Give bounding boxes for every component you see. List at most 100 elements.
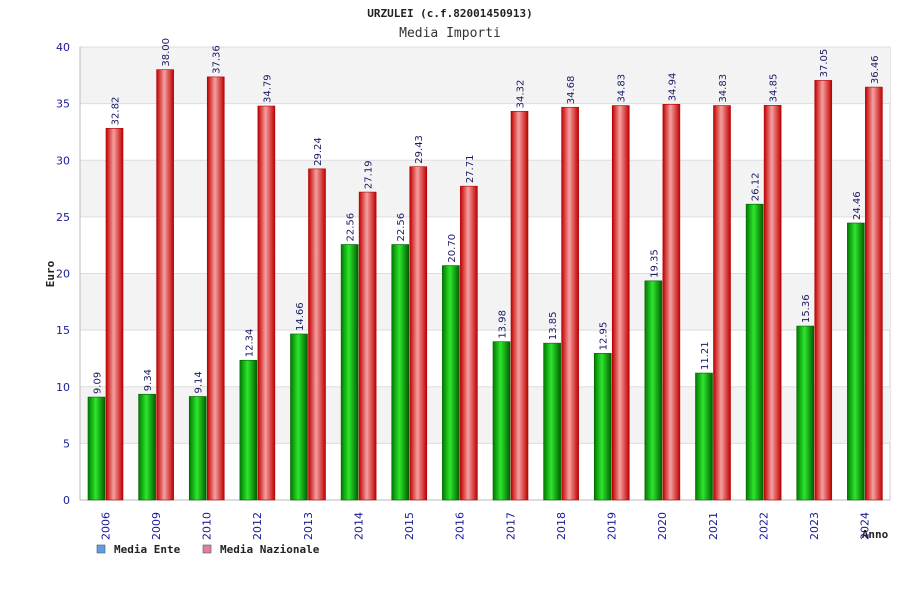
y-tick-label: 25	[56, 211, 70, 224]
y-axis-label: Euro	[44, 260, 57, 287]
data-label-media-ente-2010: 9.14	[194, 371, 205, 393]
bar-media-nazionale-2018	[561, 106, 579, 501]
x-tick-label-2019: 2019	[606, 512, 619, 540]
bar-media-nazionale-2023	[814, 80, 833, 501]
data-labels: 9.09 32.82 9.34 38.00 9.14 37.36 12.34 34.79 14.…	[93, 38, 881, 394]
bar-media-ente-2013	[290, 333, 308, 501]
data-label-media-ente-2013: 14.66	[295, 302, 306, 331]
bar-media-nazionale-2014	[358, 191, 377, 501]
data-label-media-nazionale-2009: 38.00	[161, 38, 172, 67]
bar-media-ente-2016	[442, 265, 460, 501]
bar-media-ente-2019	[593, 353, 612, 501]
data-label-media-nazionale-2022: 34.85	[769, 74, 780, 103]
x-tick-label-2021: 2021	[707, 512, 720, 540]
data-label-media-ente-2019: 12.95	[599, 322, 610, 351]
data-label-media-nazionale-2014: 27.19	[364, 160, 375, 189]
x-tick-label-2010: 2010	[201, 512, 214, 540]
bar-media-nazionale-2024	[865, 86, 883, 501]
x-axis-ticks: 2006 2009 2010 2012 2013 2014 2015 2016 2017 2018…	[99, 512, 871, 540]
bar-media-nazionale-2009	[156, 69, 174, 501]
x-tick-label-2012: 2012	[251, 512, 264, 540]
bar-media-nazionale-2013	[308, 168, 326, 501]
bar-media-nazionale-2022	[763, 105, 782, 501]
bar-media-nazionale-2020	[662, 104, 681, 501]
data-label-media-nazionale-2019: 34.83	[617, 74, 628, 103]
y-axis-ticks: 0 5 10 15 20 25 30 35 40	[56, 41, 70, 507]
x-tick-label-2018: 2018	[555, 512, 568, 540]
x-tick-label-2017: 2017	[504, 512, 517, 540]
bar-media-nazionale-2021	[713, 105, 731, 501]
bar-media-nazionale-2015	[409, 166, 428, 501]
bar-media-ente-2010	[188, 396, 207, 501]
x-tick-label-2022: 2022	[757, 512, 770, 540]
data-label-media-nazionale-2018: 34.68	[566, 76, 577, 105]
data-label-media-ente-2022: 26.12	[751, 173, 762, 202]
data-label-media-ente-2014: 22.56	[346, 213, 357, 242]
bar-media-ente-2020	[644, 280, 663, 501]
x-tick-label-2023: 2023	[808, 512, 821, 540]
data-label-media-ente-2018: 13.85	[548, 312, 559, 341]
data-label-media-ente-2023: 15.36	[801, 294, 812, 323]
x-tick-label-2016: 2016	[454, 512, 467, 540]
bars	[87, 69, 883, 501]
x-tick-label-2006: 2006	[99, 512, 112, 540]
data-label-media-ente-2012: 12.34	[244, 329, 255, 358]
data-label-media-nazionale-2024: 36.46	[870, 55, 881, 84]
legend-label-media-nazionale: Media Nazionale	[220, 543, 320, 556]
data-label-media-ente-2016: 20.70	[447, 234, 458, 263]
data-label-media-ente-2021: 11.21	[700, 341, 711, 370]
data-label-media-nazionale-2021: 34.83	[718, 74, 729, 103]
y-tick-label: 35	[56, 98, 70, 111]
data-label-media-ente-2020: 19.35	[649, 249, 660, 278]
data-label-media-nazionale-2020: 34.94	[667, 73, 678, 102]
legend-label-media-ente: Media Ente	[114, 543, 181, 556]
x-tick-label-2015: 2015	[403, 512, 416, 540]
bar-media-nazionale-2010	[206, 76, 225, 501]
y-tick-label: 30	[56, 154, 70, 167]
bar-media-ente-2017	[492, 341, 511, 501]
bar-media-nazionale-2016	[460, 185, 478, 501]
x-tick-label-2013: 2013	[302, 512, 315, 540]
data-label-media-nazionale-2010: 37.36	[212, 45, 223, 74]
bar-media-ente-2014	[340, 244, 359, 501]
data-label-media-nazionale-2023: 37.05	[819, 49, 830, 78]
bar-media-nazionale-2006	[105, 128, 124, 501]
y-tick-label: 5	[63, 437, 70, 450]
data-label-media-ente-2006: 9.09	[93, 372, 104, 394]
bar-media-ente-2015	[391, 244, 410, 501]
data-label-media-nazionale-2017: 34.32	[516, 80, 527, 109]
bar-media-ente-2009	[138, 393, 156, 501]
y-tick-label: 20	[56, 268, 70, 281]
bar-media-ente-2006	[87, 396, 106, 501]
y-tick-label: 40	[56, 41, 70, 54]
chart-subtitle: Media Importi	[399, 26, 501, 41]
bar-media-ente-2024	[847, 222, 865, 501]
x-axis-label: Anno	[862, 528, 889, 541]
bar-media-nazionale-2017	[510, 111, 529, 501]
data-label-media-nazionale-2013: 29.24	[313, 137, 324, 166]
data-label-media-ente-2015: 22.56	[396, 213, 407, 242]
y-tick-label: 0	[63, 494, 70, 507]
bar-media-ente-2022	[745, 203, 764, 501]
y-tick-label: 10	[56, 381, 70, 394]
data-label-media-nazionale-2015: 29.43	[414, 135, 425, 164]
legend: Media Ente Media Nazionale	[96, 543, 320, 556]
x-tick-label-2014: 2014	[352, 512, 365, 540]
x-tick-label-2024: 2024	[859, 512, 872, 540]
bar-media-ente-2023	[796, 325, 815, 501]
data-label-media-ente-2009: 9.34	[143, 369, 154, 391]
x-tick-label-2020: 2020	[656, 512, 669, 540]
bar-media-ente-2018	[543, 342, 561, 501]
data-label-media-nazionale-2016: 27.71	[465, 155, 476, 184]
data-label-media-ente-2017: 13.98	[498, 310, 509, 339]
bar-media-ente-2021	[695, 372, 713, 501]
bar-media-nazionale-2019	[611, 105, 630, 501]
data-label-media-nazionale-2012: 34.79	[262, 74, 273, 103]
bar-media-nazionale-2012	[257, 105, 276, 501]
x-tick-label-2009: 2009	[150, 512, 163, 540]
y-tick-label: 15	[56, 324, 70, 337]
data-label-media-nazionale-2006: 32.82	[111, 97, 122, 126]
bar-media-ente-2012	[239, 359, 258, 501]
data-label-media-ente-2024: 24.46	[852, 191, 863, 220]
